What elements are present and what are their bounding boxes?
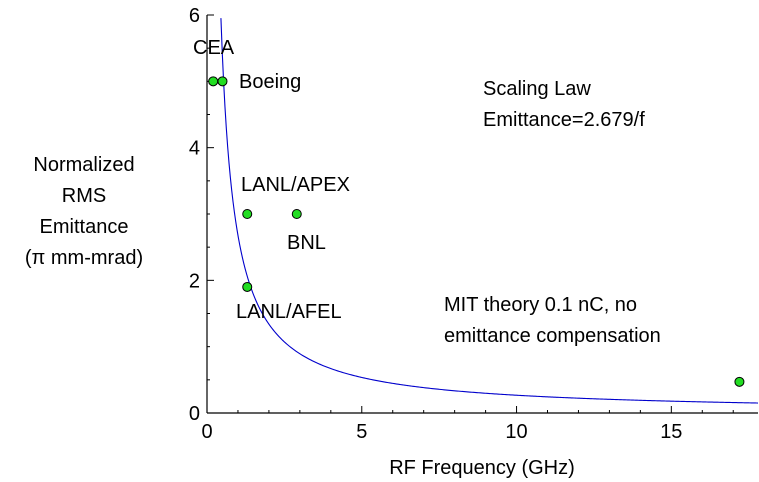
y-axis-title-line-2: RMS	[62, 185, 106, 207]
label-lanl-afel: LANL/AFEL	[236, 301, 342, 323]
x-tick-label: 15	[660, 421, 682, 443]
curve-layer	[220, 18, 759, 404]
x-tick-label: 10	[505, 421, 527, 443]
y-axis-title-line-4: (π mm-mrad)	[25, 247, 143, 269]
scaling-law-note-line-2: Emittance=2.679/f	[483, 109, 645, 131]
y-tick-label: 2	[189, 270, 200, 292]
y-axis-title-line-1: Normalized	[33, 154, 134, 176]
data-point	[242, 209, 253, 219]
data-point	[208, 76, 219, 87]
y-tick-label: 0	[189, 403, 200, 425]
data-point	[217, 76, 228, 87]
data-points	[208, 76, 745, 387]
label-lanl-apex: LANL/APEX	[241, 174, 350, 196]
scaling-law-curve	[220, 18, 759, 404]
data-point	[291, 209, 302, 219]
scaling-law-note-line-1: Scaling Law	[483, 78, 591, 100]
x-axis-title: RF Frequency (GHz)	[389, 457, 575, 479]
y-tick-label: 4	[189, 138, 200, 160]
data-point	[242, 281, 253, 292]
label-cea: CEA	[193, 37, 235, 59]
mit-theory-note-line-1: MIT theory 0.1 nC, no	[444, 294, 637, 316]
y-tick-label: 6	[189, 5, 200, 27]
x-tick-label: 0	[201, 421, 212, 443]
mit-theory-note-line-2: emittance compensation	[444, 325, 661, 347]
data-point	[734, 376, 745, 387]
label-boeing: Boeing	[239, 71, 301, 93]
label-bnl: BNL	[287, 232, 326, 254]
x-tick-label: 5	[356, 421, 367, 443]
ticks: 0 5 10 15 0 2 4 6	[189, 5, 734, 443]
y-axis-title-line-3: Emittance	[40, 216, 129, 238]
